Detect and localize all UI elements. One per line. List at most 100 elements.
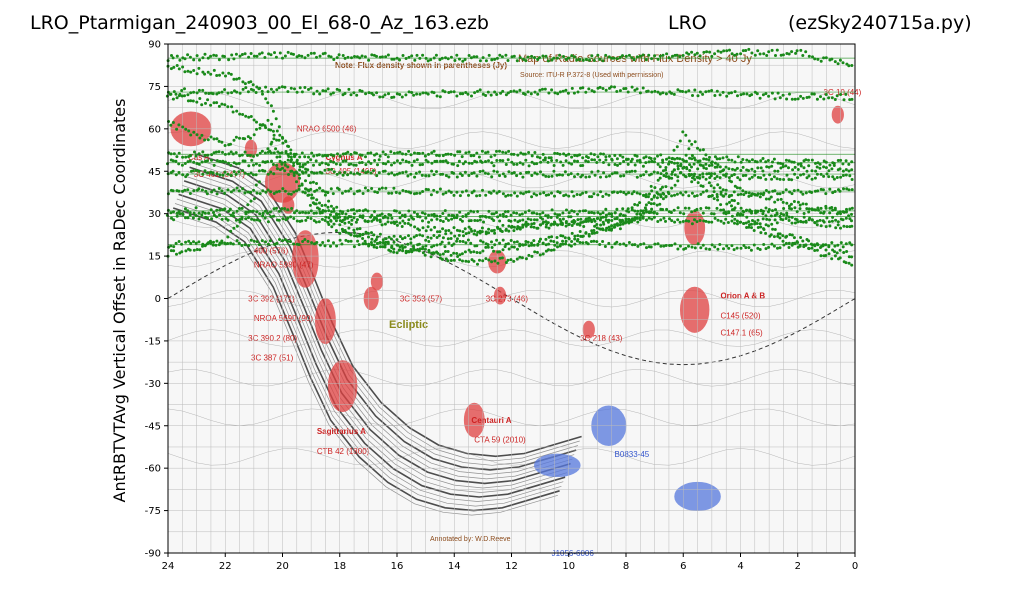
data-point	[444, 191, 448, 195]
data-point	[781, 162, 785, 166]
data-point	[280, 151, 284, 155]
data-point	[796, 245, 800, 249]
data-point	[547, 242, 551, 246]
data-point	[785, 52, 789, 55]
data-point	[510, 152, 513, 156]
data-point	[458, 150, 462, 154]
data-point	[647, 216, 651, 220]
data-point	[673, 161, 676, 165]
data-point	[766, 159, 770, 162]
data-point	[261, 214, 265, 218]
data-point	[332, 215, 336, 219]
data-point	[824, 248, 828, 252]
data-point	[615, 171, 619, 175]
y-tick-label: 30	[148, 209, 161, 220]
data-point	[269, 53, 273, 57]
data-point	[662, 216, 666, 220]
data-point	[503, 210, 507, 214]
data-point	[824, 243, 828, 247]
data-point	[481, 214, 484, 218]
data-point	[810, 158, 814, 162]
data-point	[527, 244, 531, 248]
data-point	[423, 253, 427, 257]
data-point	[261, 160, 265, 164]
data-point	[509, 258, 513, 262]
data-point	[601, 228, 605, 232]
data-point	[549, 216, 553, 219]
data-point	[543, 158, 547, 162]
data-point	[426, 188, 430, 192]
data-point	[381, 238, 385, 242]
data-point	[175, 155, 179, 159]
data-point	[186, 188, 190, 192]
data-point	[762, 209, 765, 213]
data-point	[733, 168, 737, 172]
data-point	[375, 91, 379, 95]
data-point	[437, 234, 441, 238]
data-point	[418, 92, 422, 96]
data-point	[603, 245, 607, 248]
data-point	[506, 210, 510, 213]
data-point	[833, 208, 837, 211]
data-point	[257, 87, 261, 91]
data-point	[842, 251, 846, 254]
source-label: Orion A & B	[720, 292, 765, 301]
data-point	[753, 220, 757, 224]
data-point	[625, 170, 629, 174]
data-point	[825, 172, 829, 176]
data-point	[467, 225, 471, 229]
data-point	[618, 242, 622, 246]
data-point	[458, 92, 462, 96]
data-point	[767, 197, 771, 201]
data-point	[476, 262, 479, 266]
data-point	[186, 216, 190, 220]
data-point	[300, 90, 304, 94]
data-point	[409, 237, 413, 241]
data-point	[543, 87, 547, 91]
data-point	[598, 212, 602, 216]
data-point	[212, 211, 215, 214]
data-point	[169, 67, 173, 71]
data-point	[375, 54, 378, 58]
data-point	[576, 218, 580, 222]
data-point	[546, 221, 550, 225]
data-point	[315, 188, 319, 192]
data-point	[366, 220, 370, 224]
data-point	[230, 105, 234, 109]
data-point	[767, 210, 770, 214]
data-point	[581, 234, 585, 238]
data-point	[736, 155, 740, 159]
data-point	[347, 87, 351, 91]
data-point	[247, 244, 251, 247]
data-point	[238, 220, 242, 224]
data-point	[735, 222, 739, 226]
data-point	[307, 155, 310, 159]
data-point	[625, 158, 628, 162]
data-point	[466, 238, 470, 242]
data-point	[569, 172, 573, 176]
data-point	[500, 55, 504, 59]
data-point	[607, 163, 611, 167]
data-point	[198, 97, 202, 100]
data-point	[407, 149, 411, 153]
data-point	[596, 169, 600, 173]
data-point	[785, 201, 789, 205]
data-point	[794, 51, 798, 55]
data-point	[567, 161, 571, 165]
data-point	[309, 158, 313, 162]
data-point	[386, 216, 390, 220]
data-point	[696, 176, 700, 179]
data-point	[455, 239, 459, 243]
data-point	[230, 53, 234, 57]
data-point	[708, 155, 711, 159]
data-point	[284, 151, 288, 155]
data-point	[645, 246, 648, 250]
data-point	[833, 60, 837, 64]
data-point	[725, 155, 729, 159]
data-point	[389, 237, 393, 241]
data-point	[838, 189, 842, 193]
data-point	[226, 188, 230, 192]
data-point	[430, 213, 434, 217]
data-point	[828, 211, 832, 215]
data-point	[715, 175, 719, 178]
